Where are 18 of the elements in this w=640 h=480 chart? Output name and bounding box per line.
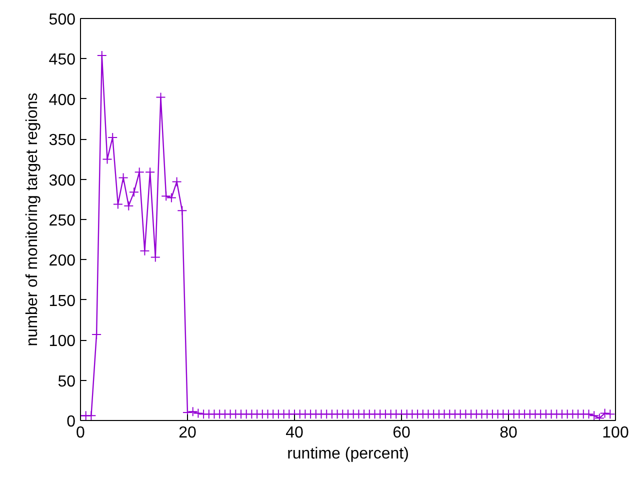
y-tick-label: 300 (48, 172, 76, 190)
y-tick-label: 200 (48, 252, 76, 270)
y-tick-label: 350 (48, 132, 76, 150)
x-tick-label: 100 (602, 424, 629, 442)
x-tick-label: 40 (286, 424, 304, 442)
y-tick-label: 50 (58, 373, 76, 390)
y-tick-label: 500 (48, 12, 76, 28)
x-tick-label: 60 (392, 424, 410, 442)
y-tick-label: 450 (48, 52, 76, 69)
y-tick-label: 100 (48, 333, 76, 350)
y-tick-label: 400 (48, 92, 76, 109)
y-tick-label: 150 (48, 292, 76, 310)
y-tick-label: 0 (66, 414, 76, 430)
x-tick-label: 80 (500, 424, 518, 442)
x-tick-label: 20 (178, 424, 196, 442)
y-axis-title: number of monitoring target regions (24, 92, 41, 346)
y-tick-label: 250 (48, 212, 76, 230)
x-axis-title: runtime (percent) (287, 446, 409, 462)
